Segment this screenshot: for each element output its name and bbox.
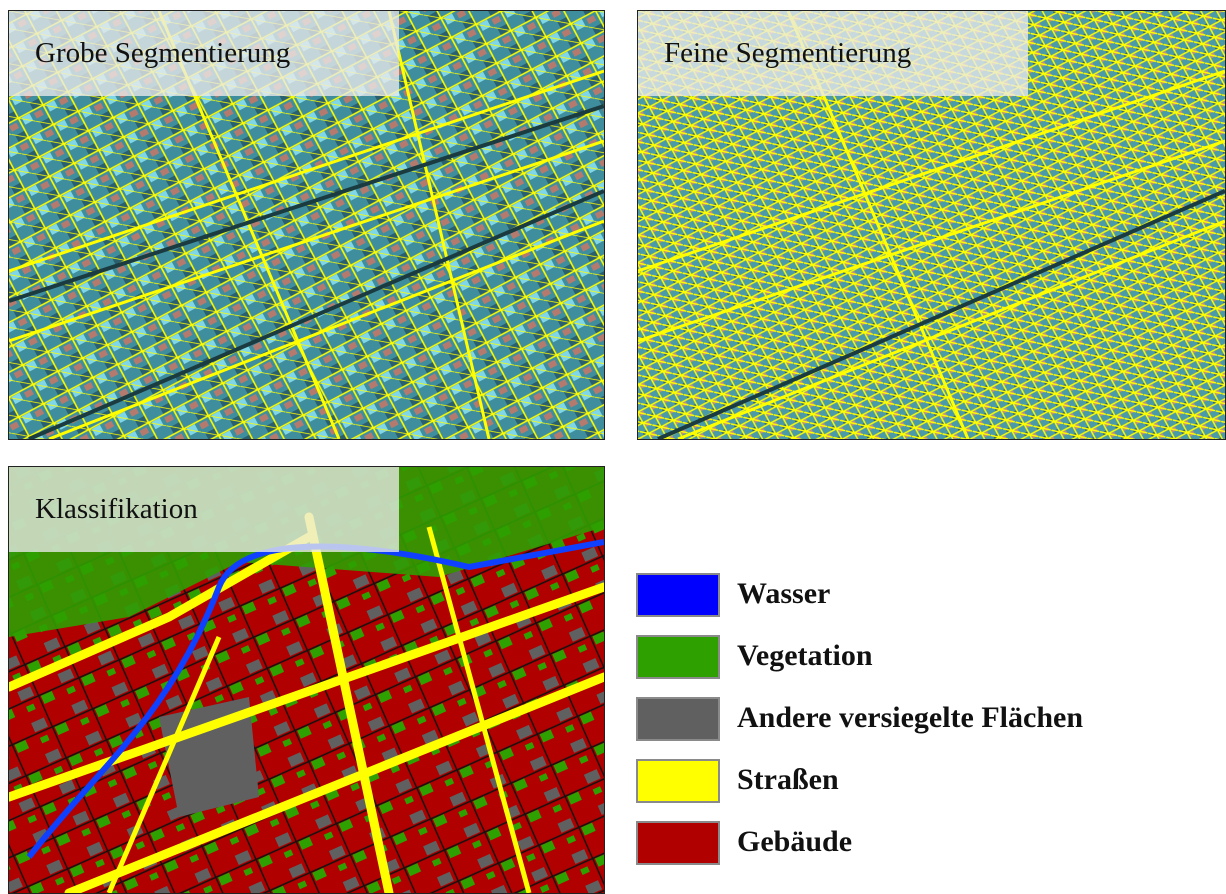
legend-label-buildings: Gebäude	[737, 825, 853, 858]
legend-swatch-vegetation	[636, 635, 720, 679]
classification-title: Klassifikation	[35, 493, 198, 525]
legend-swatch-buildings	[636, 821, 720, 865]
legend-label-other-sealed-surfaces: Andere versiegelte Flächen	[737, 701, 1084, 734]
legend-swatch-water	[636, 573, 720, 617]
legend-label-vegetation: Vegetation	[737, 639, 873, 672]
coarse-segmentation-title-box: Grobe Segmentierung	[9, 11, 399, 96]
fine-segmentation-title-box: Feine Segmentierung	[638, 11, 1028, 96]
classification-map: Klassifikation	[8, 466, 605, 894]
coarse-segmentation-title: Grobe Segmentierung	[35, 37, 291, 69]
fine-segmentation-map: Feine Segmentierung	[637, 10, 1226, 440]
legend-label-water: Wasser	[737, 577, 831, 610]
fine-segmentation-title: Feine Segmentierung	[664, 37, 912, 69]
classification-title-box: Klassifikation	[9, 467, 399, 552]
legend-swatch-other-sealed-surfaces	[636, 697, 720, 741]
coarse-segmentation-map: Grobe Segmentierung	[8, 10, 605, 440]
legend-label-roads: Straßen	[737, 763, 839, 796]
legend-swatch-roads	[636, 759, 720, 803]
